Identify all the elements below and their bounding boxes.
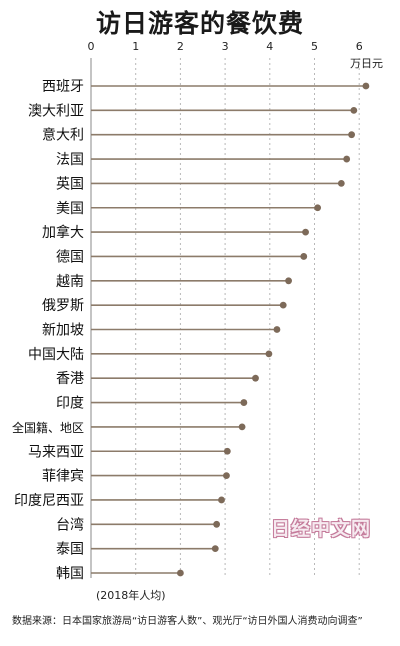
x-tick-label: 1 (132, 40, 139, 53)
lollipop-dot (348, 131, 356, 139)
x-tick-label: 3 (222, 40, 229, 53)
lollipop-dot (240, 399, 248, 406)
lollipop-dot (252, 374, 259, 382)
lollipop-dot (223, 447, 231, 455)
chart-title: 访日游客的餐饮费 (95, 9, 304, 38)
lollipop-dot (300, 253, 308, 260)
category-label: 法国 (56, 152, 84, 168)
lollipop-dot (314, 204, 322, 212)
category-label: 新加坡 (42, 323, 84, 339)
x-tick-label: 5 (311, 40, 318, 53)
lollipop-dot (337, 180, 345, 187)
category-label: 加拿大 (42, 224, 84, 241)
x-tick-label: 6 (356, 40, 363, 53)
watermark-logo: 日经中文网 (271, 518, 372, 540)
category-label: 英国 (56, 175, 84, 192)
lollipop-dot (218, 496, 225, 504)
category-label: 美国 (56, 201, 84, 217)
lollipop-dot (223, 472, 230, 479)
lollipop-dot (302, 228, 309, 236)
category-label: 印度尼西亚 (14, 493, 84, 509)
lollipop-dot (273, 326, 281, 333)
lollipop-dot (238, 423, 246, 431)
lollipop-dot (213, 520, 221, 528)
category-label: 俄罗斯 (42, 298, 84, 314)
x-tick-label: 2 (177, 40, 184, 53)
category-label: 香港 (56, 371, 84, 387)
year-note: (2018年人均) (96, 589, 166, 602)
lollipop-dot (285, 277, 292, 285)
category-label: 全国籍、地区 (12, 420, 84, 435)
lollipop-dot (265, 350, 273, 358)
category-label: 菲律宾 (42, 469, 84, 485)
lollipop-dot (211, 545, 219, 553)
x-tick-label: 0 (88, 40, 95, 53)
lollipop-dot (362, 82, 370, 90)
lollipop-dot (343, 155, 351, 163)
unit-label: 万日元 (350, 57, 383, 70)
x-tick-label: 4 (266, 40, 273, 53)
category-label: 越南 (56, 274, 84, 290)
lollipop-dot (350, 106, 358, 114)
category-label: 中国大陆 (28, 347, 84, 363)
category-label: 泰国 (56, 542, 84, 558)
category-label: 印度 (56, 396, 84, 412)
category-label: 意大利 (42, 127, 84, 144)
category-label: 澳大利亚 (28, 103, 84, 119)
category-label: 韩国 (56, 566, 84, 582)
category-label: 台湾 (56, 516, 84, 533)
category-label: 西班牙 (42, 79, 84, 95)
lollipop-dot (177, 569, 184, 577)
category-label: 德国 (56, 249, 84, 265)
source-note: 数据来源：日本国家旅游局“访日游客人数”、观光厅“访日外国人消费动向调查” (12, 616, 363, 627)
category-label: 马来西亚 (28, 444, 84, 460)
lollipop-dot (279, 301, 287, 309)
